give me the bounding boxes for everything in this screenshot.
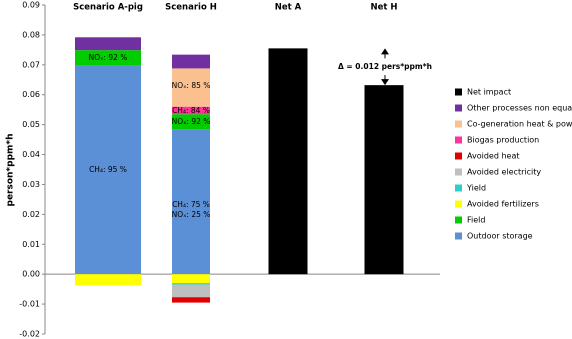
bar-segment bbox=[268, 48, 308, 275]
bar-segment bbox=[75, 50, 141, 66]
y-tick-label: 0.01 bbox=[22, 240, 40, 249]
annotation: CH₄: 84 % bbox=[172, 106, 210, 115]
bar-segment bbox=[172, 54, 210, 69]
y-tick-label: -0.02 bbox=[19, 330, 40, 339]
legend-swatch bbox=[455, 120, 462, 128]
legend-label: Net impact bbox=[467, 88, 511, 97]
bar-segment bbox=[172, 68, 210, 107]
legend-swatch bbox=[455, 216, 462, 224]
y-tick-label: 0.00 bbox=[22, 270, 40, 279]
arrow-head bbox=[381, 79, 389, 86]
legend-swatch bbox=[455, 152, 462, 160]
y-tick-label: -0.01 bbox=[19, 300, 40, 309]
category-label: Net A bbox=[275, 3, 302, 13]
y-tick-label: 0.05 bbox=[22, 120, 40, 129]
bar-segment bbox=[172, 114, 210, 130]
legend-label: Co-generation heat & power bbox=[467, 120, 572, 129]
y-tick-label: 0.02 bbox=[22, 210, 40, 219]
bar-segment bbox=[75, 65, 141, 275]
bar-segment bbox=[172, 129, 210, 275]
bar-segment bbox=[75, 37, 141, 51]
legend-label: Outdoor storage bbox=[467, 232, 533, 241]
legend-label: Biogas production bbox=[467, 136, 539, 145]
legend-label: Avoided heat bbox=[467, 152, 520, 161]
y-tick-label: 0.09 bbox=[22, 1, 40, 10]
bar-segment bbox=[172, 106, 210, 115]
legend-label: Avoided electricity bbox=[467, 168, 541, 177]
legend-swatch bbox=[455, 136, 462, 144]
y-tick-label: 0.07 bbox=[22, 60, 40, 69]
legend-swatch bbox=[455, 184, 462, 192]
annotation: CH₄: 75 % bbox=[172, 200, 210, 209]
legend-swatch bbox=[455, 232, 462, 240]
legend-label: Avoided fertilizers bbox=[467, 200, 539, 209]
y-tick-label: 0.04 bbox=[22, 150, 40, 159]
legend-swatch bbox=[455, 168, 462, 176]
bar-segment bbox=[172, 283, 210, 285]
delta-label: Δ = 0.012 pers*ppm*h bbox=[338, 62, 432, 71]
arrow-head bbox=[381, 48, 389, 55]
legend-swatch bbox=[455, 104, 462, 112]
y-tick-label: 0.08 bbox=[22, 30, 40, 39]
legend-label: Yield bbox=[466, 184, 486, 193]
annotation: CH₄: 95 % bbox=[89, 165, 127, 174]
legend-swatch bbox=[455, 200, 462, 208]
y-tick-label: 0.03 bbox=[22, 180, 40, 189]
legend-label: Field bbox=[467, 216, 485, 225]
y-axis-label: person*ppm*h bbox=[6, 133, 16, 206]
bar-segment bbox=[75, 274, 141, 286]
annotation: NOₓ: 85 % bbox=[172, 81, 211, 90]
y-tick-label: 0.06 bbox=[22, 90, 40, 99]
bar-segment bbox=[364, 85, 404, 275]
annotation: NOₓ: 92 % bbox=[172, 117, 211, 126]
bar-segment bbox=[172, 284, 210, 298]
category-label: Scenario H bbox=[165, 3, 217, 13]
category-label: Net H bbox=[370, 3, 397, 13]
legend-label: Other processes non equal bbox=[467, 104, 572, 113]
annotation: NOₓ: 25 % bbox=[172, 210, 211, 219]
bar-segment bbox=[172, 297, 210, 303]
bar-segment bbox=[172, 274, 210, 284]
legend-swatch bbox=[455, 88, 462, 96]
annotation: NOₓ: 92 % bbox=[89, 53, 128, 62]
category-label: Scenario A-pig bbox=[73, 3, 143, 13]
